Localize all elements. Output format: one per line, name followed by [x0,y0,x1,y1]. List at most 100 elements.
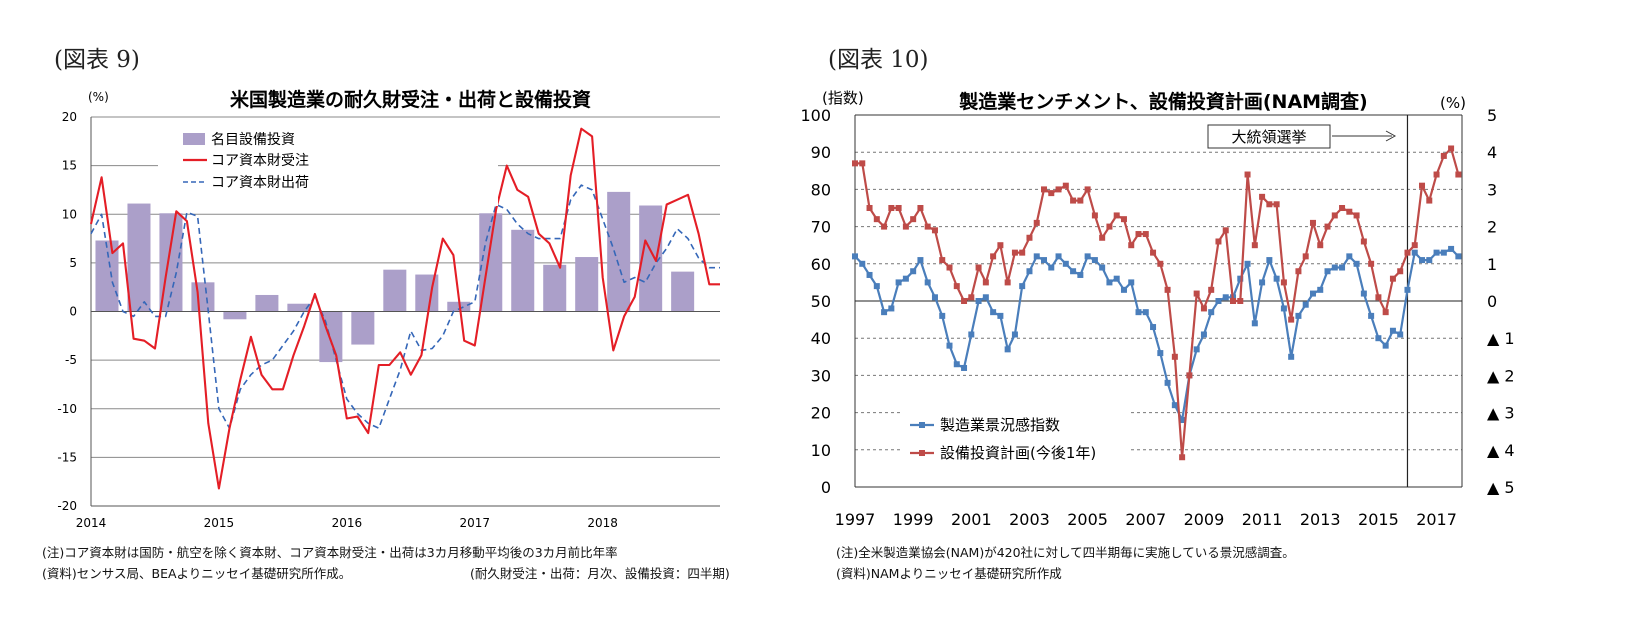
sentiment-marker [1353,260,1360,267]
sentiment-marker [1222,294,1229,301]
sentiment-marker [1200,331,1207,338]
sentiment-marker [1455,253,1462,260]
sentiment-marker [1288,353,1295,360]
sentiment-marker [924,279,931,286]
capex-plan-marker [1077,197,1084,204]
capex-plan-marker [1157,260,1164,267]
capex-plan-marker [1091,212,1098,219]
capex-plan-marker [895,205,902,211]
sentiment-marker [1077,271,1084,278]
y-right-tick-label: ▲ 4 [1487,441,1515,460]
capex-plan-marker [1455,171,1462,178]
x-tick-label: 2001 [951,510,992,529]
y-right-tick-label: 4 [1487,143,1497,162]
x-tick-label: 2015 [204,516,235,530]
sentiment-marker [1346,253,1353,260]
capex-bar [127,203,151,312]
sentiment-marker [1019,283,1026,290]
sentiment-marker [1026,268,1033,275]
sentiment-marker [1033,253,1040,260]
sentiment-marker [1011,331,1018,338]
capex-plan-marker [1120,216,1127,223]
capex-plan-marker [961,298,968,304]
sentiment-marker [1397,331,1404,338]
capex-plan-marker [1426,197,1433,204]
sentiment-marker [866,271,873,278]
y-tick-label: -20 [57,499,77,513]
capex-plan-marker [1033,219,1040,226]
sentiment-marker [1273,275,1280,282]
capex-plan-marker [1179,454,1186,461]
capex-plan-marker [873,216,880,223]
capex-bar [223,311,247,320]
capex-plan-marker [1266,201,1273,208]
y-left-tick-label: 20 [811,404,831,423]
sentiment-marker [1280,305,1287,312]
sentiment-marker [1091,257,1098,264]
sentiment-marker [1099,264,1106,271]
sentiment-marker [1215,298,1222,304]
capex-plan-marker [1150,249,1157,256]
sentiment-marker [1237,275,1244,282]
capex-plan-marker [1419,182,1426,189]
capex-plan-marker [1382,309,1389,316]
sentiment-marker [1251,320,1258,327]
sentiment-marker [1426,257,1433,264]
sentiment-marker [1041,257,1048,264]
capex-bar [607,191,631,312]
sentiment-marker [1084,253,1091,260]
y-tick-label: 15 [62,159,77,173]
capex-plan-marker [1440,152,1447,159]
capex-plan-marker [1244,171,1251,178]
y-left-tick-label: 80 [811,180,831,199]
y-right-tick-label: 5 [1487,106,1497,125]
capex-plan-marker [1346,208,1353,215]
capex-bar [383,269,407,312]
core-orders-line [89,127,720,490]
figure-9-note-2: (資料)センサス局、BEAよりニッセイ基礎研究所作成。 [42,566,352,581]
sentiment-marker [917,257,924,264]
y-tick-label: 0 [69,305,77,319]
capex-plan-marker [1353,212,1360,219]
x-tick-label: 2005 [1067,510,1108,529]
sentiment-marker [1295,312,1302,319]
sentiment-marker [1389,327,1396,334]
capex-bar [255,294,279,312]
capex-plan-marker [1397,268,1404,275]
y-right-tick-label: 0 [1487,292,1497,311]
sentiment-marker [1433,249,1440,256]
sentiment-marker [859,260,866,267]
capex-plan-marker [1317,242,1324,249]
y-tick-label: 10 [62,207,77,221]
legend-background [900,410,1130,466]
sentiment-marker [1331,264,1338,271]
capex-plan-marker [1309,219,1316,226]
sentiment-marker [1244,260,1251,267]
capex-plan-marker [1004,279,1011,286]
sentiment-marker [961,364,968,371]
sentiment-marker [1411,249,1418,256]
capex-plan-marker [917,205,924,211]
capex-plan-marker [982,279,989,286]
capex-plan-marker [968,294,975,301]
sentiment-marker [1419,257,1426,264]
capex-bar [575,257,599,312]
legend-label-orders: コア資本財受注 [211,153,309,169]
sentiment-line [854,247,1460,422]
sentiment-marker [1193,346,1200,353]
capex-plan-marker [1200,305,1207,312]
capex-plan-marker [1273,201,1280,208]
sentiment-marker [1171,402,1178,409]
capex-plan-marker [1215,238,1222,245]
capex-plan-marker [946,264,953,271]
legend-label-sentiment: 製造業景況感指数 [940,416,1060,434]
sentiment-marker [1128,279,1135,286]
sentiment-marker [1266,257,1273,264]
sentiment-marker [1208,309,1215,316]
y-axis-unit: (%) [88,90,109,104]
capex-plan-marker [1302,253,1309,260]
sentiment-marker [990,309,997,316]
capex-plan-marker [902,223,909,230]
capex-plan-marker [953,283,960,290]
capex-plan-marker [1019,249,1026,256]
